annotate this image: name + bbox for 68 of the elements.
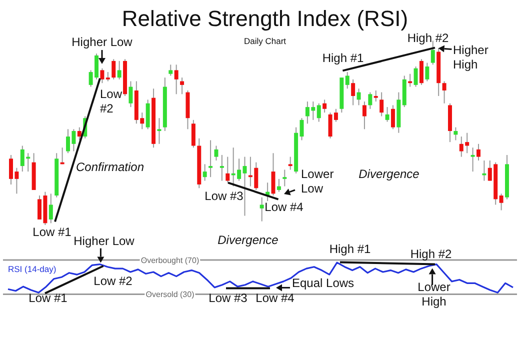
annotation: Lower Low	[301, 167, 334, 196]
candlestick	[345, 72, 350, 90]
candlestick	[362, 101, 366, 130]
candlestick	[106, 72, 110, 82]
candlestick	[180, 77, 184, 95]
annotation: Higher High	[453, 43, 488, 72]
candlestick	[470, 147, 475, 172]
candlestick	[220, 154, 224, 182]
candlestick	[168, 64, 173, 76]
annotation: Low #1	[28, 291, 68, 305]
candlestick	[128, 80, 133, 108]
candlestick	[112, 58, 116, 80]
annotation: Lower High	[418, 280, 450, 308]
candlestick	[356, 88, 361, 106]
candlestick	[214, 145, 218, 161]
text: Higher Low	[74, 234, 135, 248]
annotation: Low #4	[264, 200, 304, 214]
candlestick	[117, 60, 122, 80]
candlestick	[454, 126, 458, 141]
candlestick	[425, 62, 430, 82]
candlestick	[48, 193, 53, 224]
candlestick	[157, 118, 162, 144]
candlestick	[368, 92, 372, 110]
chart-subtitle: Daily Chart	[244, 36, 287, 46]
candlestick	[419, 58, 424, 86]
candlestick	[430, 40, 435, 66]
candlestick	[380, 92, 384, 117]
annotation: Low #4	[256, 291, 295, 305]
candlestick	[146, 99, 150, 130]
candlestick	[174, 64, 178, 95]
annotation: Higher Low	[72, 35, 133, 49]
candlestick	[408, 73, 412, 88]
candlestick	[260, 196, 264, 222]
annotation: Confirmation	[76, 160, 144, 174]
annotation: Equal Lows	[292, 276, 354, 290]
candlestick	[226, 156, 230, 184]
chart-title: Relative Strength Index (RSI)	[122, 6, 408, 31]
candlestick	[385, 106, 390, 122]
candlestick	[276, 178, 281, 192]
annotation: High #2	[410, 247, 452, 261]
candlestick	[374, 90, 378, 102]
candlestick	[300, 118, 304, 141]
candlestick	[202, 164, 207, 182]
series-label: RSI (14-day)	[8, 264, 56, 274]
candlestick	[100, 68, 104, 84]
text: High #1	[329, 242, 371, 256]
candlestick	[208, 140, 213, 178]
candlestick	[390, 104, 395, 130]
annotation: Low #2	[94, 274, 133, 288]
candlestick	[351, 78, 356, 106]
candlestick	[499, 193, 504, 211]
candlestick	[322, 99, 327, 114]
candlestick	[476, 143, 480, 161]
candlestick	[288, 156, 292, 170]
candlestick	[414, 66, 418, 88]
annotation: Low #3	[204, 189, 244, 203]
candlestick	[316, 102, 321, 122]
annotation: Divergence	[358, 167, 420, 181]
candlestick	[442, 80, 446, 104]
candlestick	[191, 119, 196, 148]
text: Divergence	[218, 233, 279, 247]
annotation: Low #1	[32, 225, 72, 239]
candlestick	[282, 169, 287, 187]
annotation: High #1	[322, 51, 364, 65]
annotation: Low #3	[208, 291, 248, 305]
candlestick	[77, 126, 82, 141]
annotation: High #2	[407, 31, 449, 45]
annotation: Low #2	[100, 87, 122, 116]
